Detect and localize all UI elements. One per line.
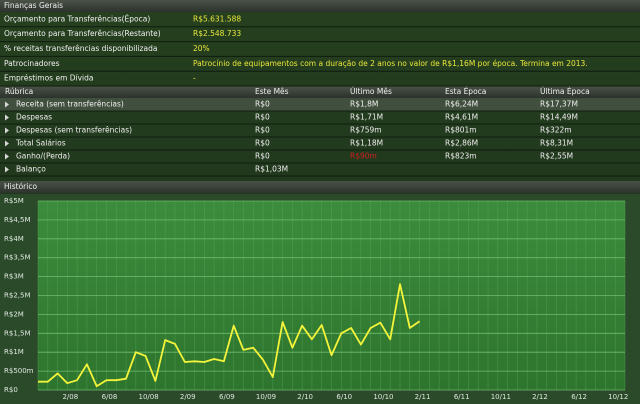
cell-value: R$14,49M bbox=[540, 113, 578, 122]
section-title: Finanças Gerais bbox=[4, 1, 63, 10]
y-tick-label: R$0 bbox=[4, 386, 18, 394]
cell-value: R$4,61M bbox=[445, 113, 478, 122]
y-tick-label: R$1,5M bbox=[4, 329, 31, 337]
row-label: Receita (sem transferências) bbox=[16, 100, 124, 109]
x-tick-label: 2/09 bbox=[180, 393, 196, 401]
expand-arrow bbox=[5, 114, 9, 121]
x-tick-label: 6/08 bbox=[102, 393, 118, 401]
cell-value: R$8,31M bbox=[540, 139, 573, 148]
expand-arrow bbox=[5, 101, 9, 108]
cell-value: R$6,24M bbox=[445, 100, 478, 109]
summary-label: Patrocinadores bbox=[4, 59, 60, 68]
expand-arrow bbox=[5, 140, 9, 147]
cell-value: R$2,55M bbox=[540, 152, 573, 161]
row-label: Balanço bbox=[16, 165, 46, 174]
cell-value: R$2,86M bbox=[445, 139, 478, 148]
cell-value: R$759m bbox=[350, 126, 382, 135]
cell-value: R$0 bbox=[255, 126, 270, 135]
cell-value: R$1,8M bbox=[350, 100, 378, 109]
x-tick-label: 2/11 bbox=[415, 393, 431, 401]
cell-value: R$17,37M bbox=[540, 100, 578, 109]
y-tick-label: R$1M bbox=[4, 348, 24, 356]
column-header: Último Mês bbox=[350, 87, 392, 96]
y-tick-label: R$3,5M bbox=[4, 254, 31, 262]
row-label: Despesas (sem transferências) bbox=[16, 126, 132, 135]
summary-value: R$5.631.588 bbox=[193, 14, 241, 23]
cell-value: R$0 bbox=[255, 139, 270, 148]
cell-value: R$1,18M bbox=[350, 139, 383, 148]
x-tick-label: 10/09 bbox=[256, 393, 276, 401]
summary-value: R$2.548.733 bbox=[193, 29, 241, 38]
column-header: Última Época bbox=[540, 87, 590, 96]
x-tick-label: 10/10 bbox=[373, 393, 393, 401]
section-header bbox=[0, 181, 640, 193]
x-tick-label: 2/10 bbox=[297, 393, 313, 401]
x-tick-label: 10/12 bbox=[608, 393, 628, 401]
summary-value: - bbox=[193, 74, 196, 83]
summary-label: Orçamento para Transferências(Restante) bbox=[4, 29, 161, 38]
row-highlight bbox=[0, 98, 640, 111]
summary-value: 20% bbox=[193, 44, 210, 53]
x-tick-label: 6/10 bbox=[336, 393, 352, 401]
row-label: Despesas bbox=[16, 113, 52, 122]
row-label: Total Salários bbox=[15, 139, 66, 148]
column-header: Rúbrica bbox=[5, 87, 33, 96]
y-tick-label: R$4M bbox=[4, 235, 24, 243]
section-header bbox=[0, 0, 640, 12]
expand-arrow bbox=[5, 166, 9, 173]
row-label: Ganho/(Perda) bbox=[16, 152, 70, 161]
column-header: Esta Época bbox=[445, 87, 486, 96]
column-header: Este Mês bbox=[255, 87, 289, 96]
section-title: Histórico bbox=[4, 182, 37, 191]
cell-value: R$1,03M bbox=[255, 165, 288, 174]
cell-value: R$823m bbox=[445, 152, 477, 161]
y-tick-label: R$3M bbox=[4, 273, 24, 281]
cell-value: R$0 bbox=[255, 152, 270, 161]
x-tick-label: 6/12 bbox=[571, 393, 587, 401]
summary-label: % receitas transferências disponibilizad… bbox=[4, 44, 157, 53]
summary-label: Orçamento para Transferências(Época) bbox=[4, 14, 150, 23]
expand-arrow bbox=[5, 153, 9, 160]
cell-value: R$801m bbox=[445, 126, 477, 135]
data-line bbox=[38, 283, 421, 388]
y-tick-label: R$2M bbox=[4, 310, 24, 318]
y-tick-label: R$500m bbox=[4, 367, 34, 375]
y-tick-label: R$4,5M bbox=[4, 216, 31, 224]
cell-value: R$322m bbox=[540, 126, 572, 135]
cell-value: R$0 bbox=[255, 100, 270, 109]
summary-value: Patrocínio de equipamentos com a duração… bbox=[193, 59, 588, 68]
y-tick-label: R$2,5M bbox=[4, 292, 31, 300]
cell-value: R$1,71M bbox=[350, 113, 383, 122]
x-tick-label: 6/11 bbox=[454, 393, 470, 401]
x-tick-label: 2/08 bbox=[62, 393, 78, 401]
x-tick-label: 2/12 bbox=[532, 393, 548, 401]
table-header-bar bbox=[0, 86, 640, 98]
x-tick-label: 10/08 bbox=[139, 393, 159, 401]
x-tick-label: 6/09 bbox=[219, 393, 235, 401]
expand-arrow bbox=[5, 127, 9, 134]
summary-label: Empréstimos em Dívida bbox=[4, 74, 94, 83]
x-tick-label: 10/11 bbox=[491, 393, 511, 401]
cell-value: R$0 bbox=[255, 113, 270, 122]
cell-value: R$90m bbox=[350, 152, 377, 161]
y-tick-label: R$5M bbox=[4, 197, 24, 205]
